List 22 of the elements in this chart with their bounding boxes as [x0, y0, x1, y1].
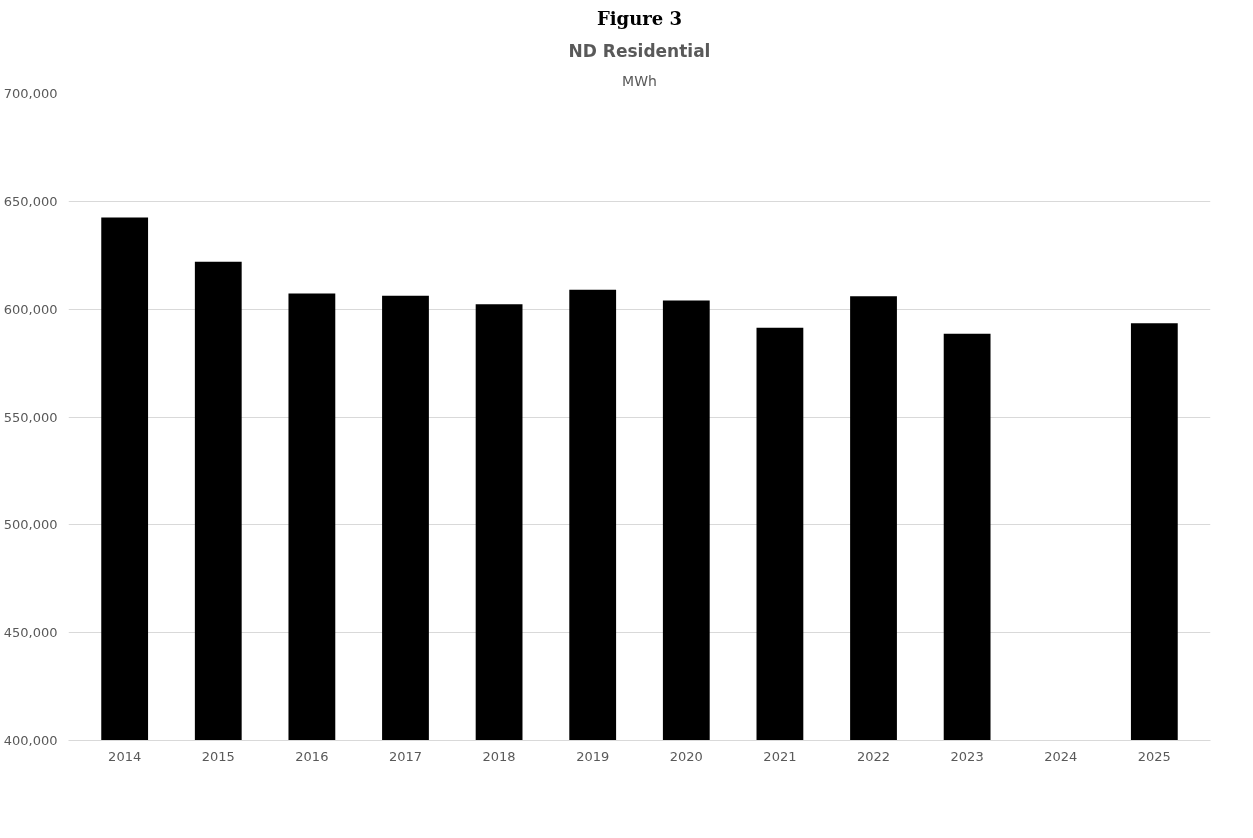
x-tick-label: 2016: [295, 748, 329, 764]
x-tick-label: 2024: [1044, 748, 1078, 764]
x-tick-label: 2022: [856, 748, 891, 764]
x-tick-label: 2021: [763, 748, 797, 764]
x-tick-label: 2020: [669, 748, 703, 764]
chart-subtitle: MWh: [622, 72, 657, 89]
y-tick-label: 600,000: [3, 301, 58, 317]
y-tick-label: 500,000: [3, 517, 58, 533]
y-tick-label: 700,000: [3, 86, 58, 101]
x-tick-label: 2014: [108, 748, 142, 764]
y-tick-label: 550,000: [3, 409, 58, 425]
y-tick-label: 650,000: [3, 193, 58, 209]
x-tick-label: 2023: [950, 748, 984, 764]
y-tick-label: 400,000: [3, 733, 58, 748]
caption: Figure 3: [596, 7, 683, 29]
x-tick-label: 2025: [1137, 748, 1171, 764]
y-tick-label: 450,000: [3, 625, 58, 641]
x-tick-label: 2015: [201, 748, 235, 764]
chart-title: ND Residential: [568, 40, 711, 61]
x-tick-label: 2019: [576, 748, 610, 764]
x-tick-label: 2018: [482, 748, 516, 764]
x-tick-label: 2017: [388, 748, 423, 764]
